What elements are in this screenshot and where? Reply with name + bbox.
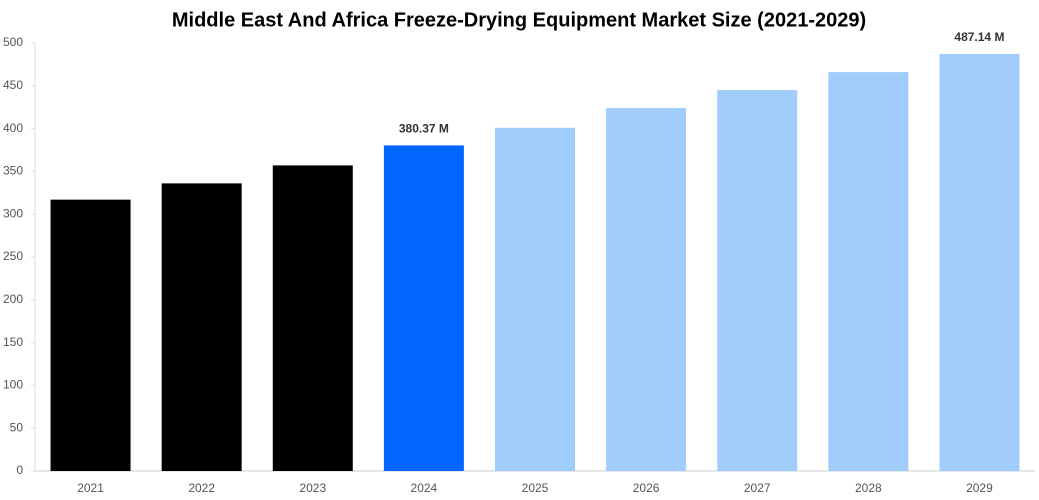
value-label: 380.37 M [399,122,449,136]
y-tick-label: 150 [3,335,23,349]
bar [828,72,909,471]
bar [717,90,798,471]
bar [272,165,353,471]
x-tick-label: 2022 [188,481,215,495]
bar [383,145,464,472]
x-tick-label: 2028 [855,481,882,495]
x-tick-label: 2026 [633,481,660,495]
bar [161,183,242,471]
chart-title: Middle East And Africa Freeze-Drying Equ… [172,9,866,31]
x-tick-label: 2029 [966,481,993,495]
y-tick-label: 400 [3,121,23,135]
value-label: 487.14 M [954,30,1004,44]
y-tick-label: 450 [3,78,23,92]
x-tick-label: 2024 [411,481,438,495]
x-tick-label: 2025 [522,481,549,495]
y-tick-label: 50 [10,420,24,434]
y-tick-label: 100 [3,378,23,392]
y-tick-label: 0 [16,463,23,477]
bar [606,108,687,471]
y-tick-label: 500 [3,35,23,49]
bar [50,199,131,471]
y-tick-label: 300 [3,206,23,220]
bar [939,54,1020,472]
y-tick-label: 200 [3,292,23,306]
x-tick-label: 2027 [744,481,771,495]
x-tick-label: 2023 [299,481,326,495]
x-tick-label: 2021 [77,481,104,495]
bar [495,127,575,471]
y-tick-label: 350 [3,164,23,178]
y-tick-label: 250 [3,249,23,263]
